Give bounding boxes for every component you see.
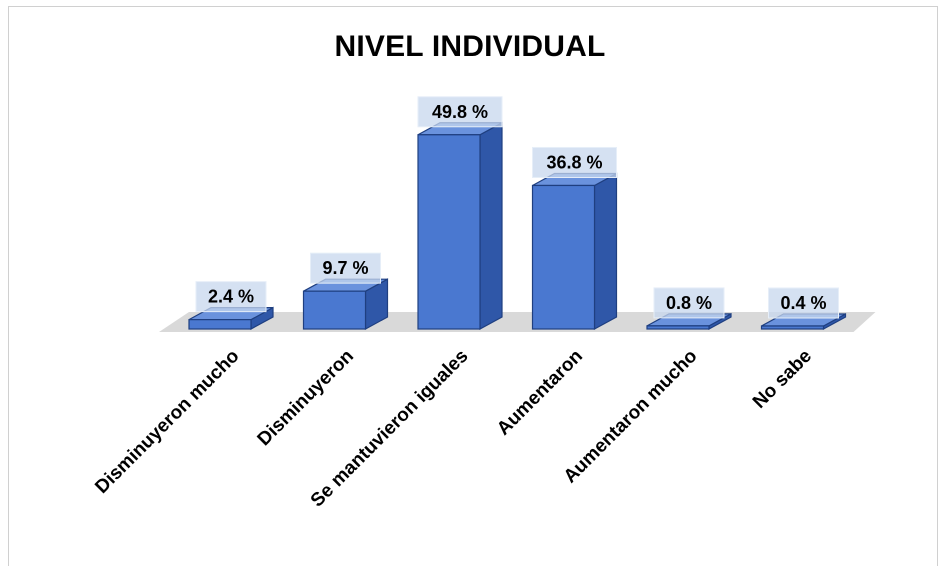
data-label-box [310, 252, 381, 284]
chart-plot: 2.4 % Disminuyeron mucho 9.7 % Disminuyeron… [91, 96, 876, 511]
data-label: 0.8 % [666, 293, 712, 313]
bar [531, 184, 596, 330]
category-tick-label: Disminuyeron mucho [91, 346, 243, 498]
category-tick-label: Disminuyeron [254, 346, 358, 450]
bar [302, 290, 367, 330]
data-label: 9.7 % [322, 258, 368, 278]
bar-side [479, 121, 503, 331]
data-label: 0.4 % [780, 293, 826, 313]
data-label: 36.8 % [546, 152, 602, 172]
bar [760, 325, 825, 330]
data-label-box [532, 146, 617, 178]
bar [417, 134, 481, 330]
data-label-box [417, 96, 503, 128]
category-tick-label: Aumentaron [493, 346, 587, 440]
category-tick-label: Aumentaron mucho [560, 346, 702, 488]
chart-title: NIVEL INDIVIDUAL [334, 30, 606, 63]
chart-frame [8, 6, 938, 566]
data-label-box [653, 287, 725, 319]
bar [188, 319, 252, 330]
category-tick-label: No sabe [749, 346, 816, 413]
data-label-box [195, 281, 267, 313]
data-label: 49.8 % [432, 102, 488, 122]
bar [646, 325, 710, 330]
data-label-box [768, 287, 839, 319]
bar-side [593, 172, 618, 331]
data-label: 2.4 % [208, 287, 254, 307]
